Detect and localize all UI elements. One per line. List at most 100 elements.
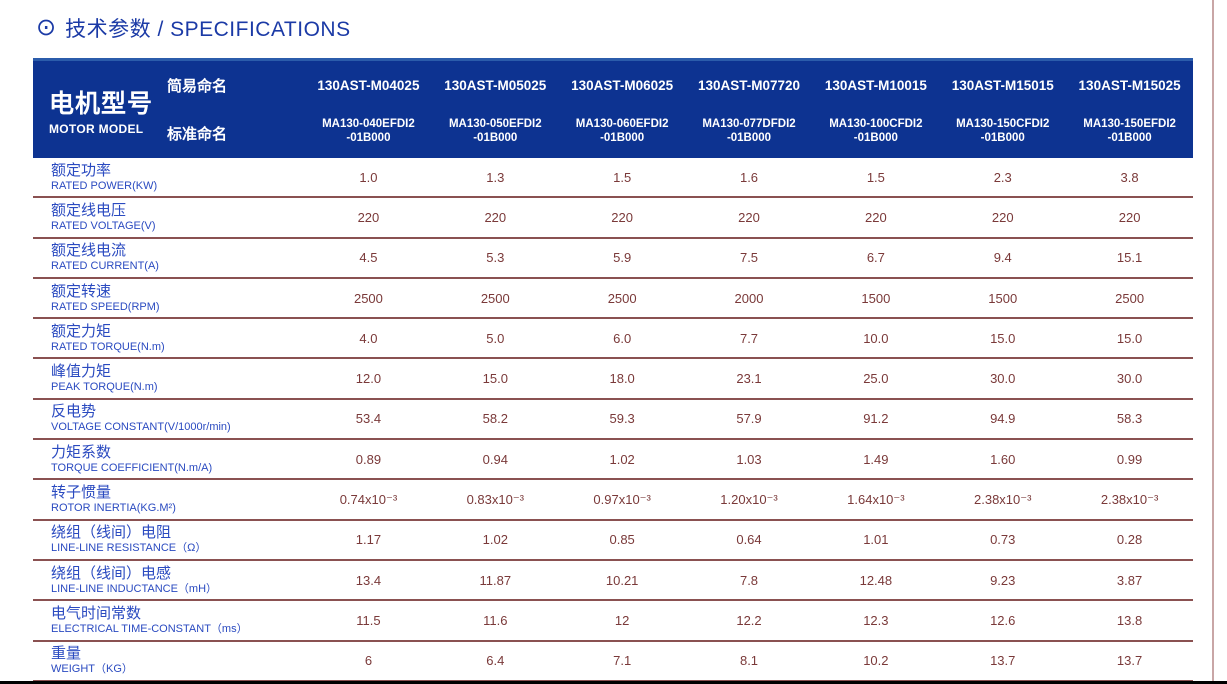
model-standard-name: MA130-050EFDI2 -01B000 (432, 110, 559, 158)
spec-row-label: 额定功率 RATED POWER(KW) (33, 158, 305, 196)
spec-value: 220 (991, 209, 1014, 225)
spec-label-zh: 反电势 (51, 403, 97, 421)
model-standard-name: MA130-077DFDI2 -01B000 (686, 110, 813, 158)
spec-row-label: 重量 WEIGHT（KG） (33, 642, 305, 680)
model-standard-name-line2: -01B000 (1107, 132, 1152, 144)
spec-value: 0.94 (482, 451, 508, 467)
spec-value: 58.2 (482, 411, 508, 427)
spec-row-values: 6 6.4 7.1 8.1 10.2 13.7 13.7 (305, 642, 1193, 680)
spec-row: 转子惯量 ROTOR INERTIA(KG.M²) 0.74x10⁻³ 0.83x10… (33, 480, 1193, 521)
spec-row-label: 额定力矩 RATED TORQUE(N.m) (33, 319, 305, 357)
spec-label-zh: 绕组（线间）电感 (51, 564, 172, 582)
spec-value: 1.02 (482, 532, 508, 548)
model-columns-header: 130AST-M04025 MA130-040EFDI2 -01B000 130AST… (305, 61, 1193, 158)
spec-label-en: ELECTRICAL TIME-CONSTANT（ms） (51, 622, 248, 635)
spec-value: 18.0 (609, 371, 635, 387)
motor-model-label-zh: 电机型号 (49, 89, 154, 118)
spec-label-en: RATED VOLTAGE(V) (51, 219, 156, 232)
spec-row-values: 4.0 5.0 6.0 7.7 10.0 15.0 15.0 (305, 319, 1193, 357)
spec-value: 58.3 (1116, 411, 1143, 427)
spec-value: 1500 (988, 290, 1018, 306)
spec-row-values: 2500 2500 2500 2000 1500 1500 2500 (305, 279, 1193, 317)
spec-row-label: 额定线电压 RATED VOLTAGE(V) (33, 198, 305, 236)
spec-label-zh: 重量 (51, 645, 82, 663)
spec-label-en: VOLTAGE CONSTANT(V/1000r/min) (51, 421, 231, 434)
spec-value: 1.6 (739, 169, 759, 185)
spec-label-en: RATED POWER(KW) (51, 179, 158, 192)
spec-value: 1.60 (990, 451, 1016, 467)
model-standard-name-line1: MA130-100CFDI2 (829, 117, 923, 130)
spec-label-en: ROTOR INERTIA(KG.M²) (51, 502, 176, 515)
model-standard-name: MA130-060EFDI2 -01B000 (559, 110, 686, 158)
spec-label-zh: 力矩系数 (51, 443, 112, 461)
spec-row-label: 电气时间常数 ELECTRICAL TIME-CONSTANT（ms） (33, 601, 305, 639)
spec-value: 0.83x10⁻³ (466, 491, 525, 507)
spec-value: 6 (364, 653, 373, 669)
spec-value: 0.73 (990, 532, 1016, 548)
spec-row-label: 额定转速 RATED SPEED(RPM) (33, 279, 305, 317)
spec-row-values: 4.5 5.3 5.9 7.5 6.7 9.4 15.1 (305, 239, 1193, 277)
spec-row: 电气时间常数 ELECTRICAL TIME-CONSTANT（ms） 11.5 11… (33, 601, 1193, 642)
spec-value: 30.0 (990, 371, 1016, 387)
model-column-header: 130AST-M10015 MA130-100CFDI2 -01B000 (812, 61, 939, 158)
spec-value: 57.9 (736, 411, 762, 427)
simple-naming-label: 简易命名 (167, 77, 228, 95)
spec-value: 1.5 (866, 169, 885, 185)
spec-row-values: 13.4 11.87 10.21 7.8 12.48 9.23 3.87 (305, 561, 1193, 599)
spec-value: 2500 (1115, 290, 1145, 306)
spec-row-values: 1.17 1.02 0.85 0.64 1.01 0.73 0.28 (305, 521, 1193, 559)
spec-label-en: RATED CURRENT(A) (51, 260, 159, 273)
spec-row-label: 力矩系数 TORQUE COEFFICIENT(N.m/A) (33, 440, 305, 478)
spec-row: 峰值力矩 PEAK TORQUE(N.m) 12.0 15.0 18.0 23.1 25.0… (33, 359, 1193, 400)
table-body: 额定功率 RATED POWER(KW) 1.0 1.3 1.5 1.6 1.5 2.3 3.8… (33, 158, 1193, 682)
spec-row: 反电势 VOLTAGE CONSTANT(V/1000r/min) 53.4 58.2… (33, 400, 1193, 441)
spec-value: 13.8 (1116, 612, 1143, 628)
spec-value: 10.0 (863, 330, 889, 346)
spec-value: 1.64x10⁻³ (847, 491, 905, 507)
spec-label-en: LINE-LINE INDUCTANCE（mH） (51, 582, 218, 595)
model-standard-name: MA130-150EFDI2 -01B000 (1066, 110, 1193, 158)
spec-row-values: 11.5 11.6 12 12.2 12.3 12.6 13.8 (305, 601, 1193, 639)
spec-label-en: LINE-LINE RESISTANCE（Ω） (51, 542, 207, 555)
model-standard-name-line2: -01B000 (853, 132, 898, 144)
model-standard-name: MA130-150CFDI2 -01B000 (939, 110, 1066, 158)
spec-value: 0.85 (609, 532, 635, 548)
spec-label-zh: 额定力矩 (51, 322, 112, 340)
spec-value: 8.1 (739, 653, 759, 669)
standard-naming-label: 标准命名 (167, 126, 228, 144)
spec-value: 13.7 (990, 653, 1016, 669)
spec-value: 30.0 (1116, 371, 1143, 387)
spec-value: 2500 (607, 290, 637, 306)
spec-value: 220 (1118, 209, 1141, 225)
spec-row-values: 12.0 15.0 18.0 23.1 25.0 30.0 30.0 (305, 359, 1193, 397)
model-simple-name: 130AST-M06025 (571, 78, 674, 93)
spec-value: 0.28 (1116, 532, 1143, 548)
spec-value: 12 (614, 612, 630, 628)
spec-value: 6.7 (866, 250, 885, 266)
spec-value: 7.8 (739, 572, 759, 588)
spec-value: 11.6 (483, 612, 508, 628)
spec-value: 7.5 (739, 250, 759, 266)
spec-value: 0.97x10⁻³ (593, 491, 651, 507)
model-standard-name-line2: -01B000 (346, 132, 391, 144)
naming-labels-column: 简易命名 标准命名 (153, 61, 305, 158)
spec-value: 94.9 (990, 411, 1016, 427)
spec-label-zh: 额定功率 (51, 161, 112, 179)
spec-value: 12.48 (859, 572, 893, 588)
page-title-text: 技术参数 / SPECIFICATIONS (65, 18, 351, 41)
spec-value: 5.3 (486, 250, 505, 266)
spec-value: 0.64 (736, 532, 762, 548)
model-standard-name-line2: -01B000 (473, 132, 518, 144)
spec-value: 1.0 (359, 169, 378, 185)
spec-value: 9.23 (990, 572, 1016, 588)
spec-value: 0.99 (1116, 451, 1143, 467)
model-standard-name-line2: -01B000 (980, 132, 1025, 144)
model-simple-name: 130AST-M04025 (317, 78, 420, 93)
spec-label-zh: 峰值力矩 (51, 363, 112, 381)
spec-label-en: PEAK TORQUE(N.m) (51, 381, 158, 394)
table-header: 电机型号 MOTOR MODEL 简易命名 标准命名 130AST-M04025… (33, 58, 1193, 158)
model-standard-name-line1: MA130-050EFDI2 (448, 117, 542, 130)
spec-value: 220 (611, 209, 633, 225)
spec-value: 12.0 (355, 371, 382, 387)
spec-row: 额定力矩 RATED TORQUE(N.m) 4.0 5.0 6.0 7.7 10.0 15.… (33, 319, 1193, 360)
